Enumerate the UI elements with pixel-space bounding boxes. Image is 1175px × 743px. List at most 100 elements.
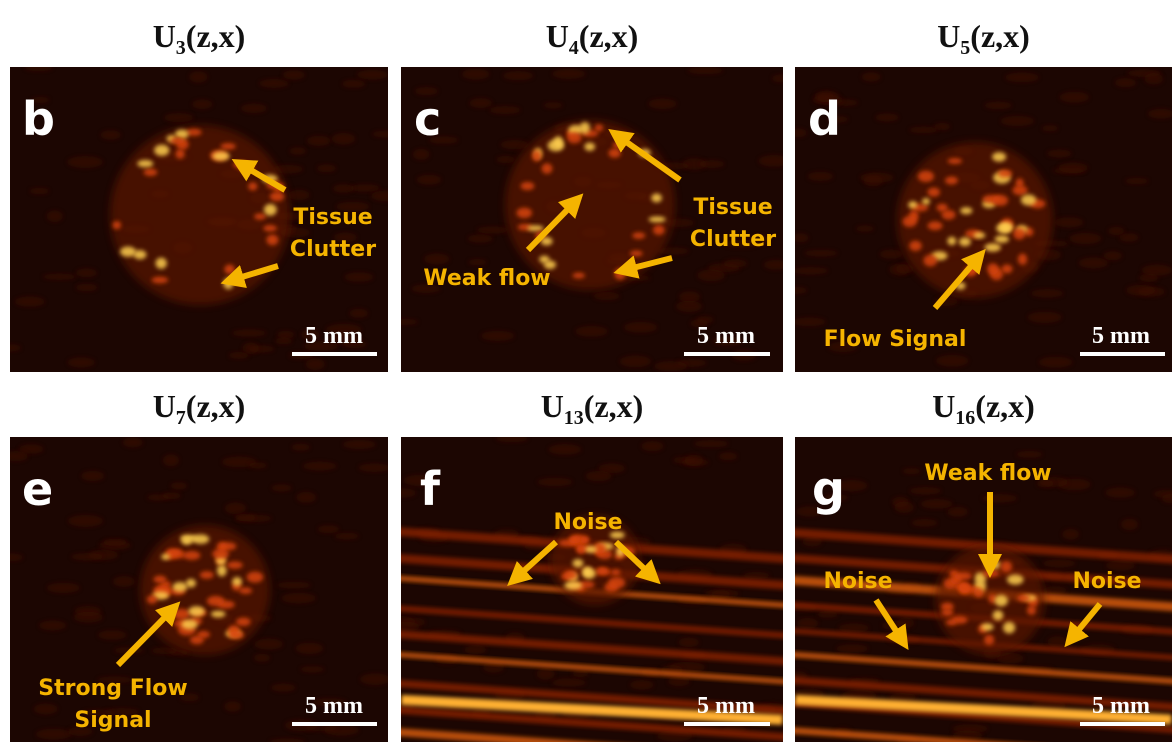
panel-title: U13(z,x) [541, 388, 644, 429]
speckle [903, 468, 921, 474]
speckle [296, 643, 324, 654]
blob [229, 631, 244, 639]
blob [564, 570, 577, 580]
blob [266, 235, 278, 246]
title-args: (z,x) [970, 18, 1030, 54]
speckle [424, 254, 449, 265]
panel-letter: b [22, 92, 55, 146]
speckle [1001, 116, 1035, 126]
speckle [797, 618, 818, 629]
speckle [74, 612, 103, 623]
speckle [225, 503, 246, 515]
blob [212, 549, 229, 559]
speckle [71, 553, 104, 560]
blob [200, 571, 214, 579]
blob [190, 636, 204, 645]
speckle [723, 259, 747, 267]
blob [181, 537, 192, 545]
speckle [860, 173, 893, 183]
speckle [537, 668, 555, 680]
speckle [783, 287, 807, 294]
blob [585, 546, 597, 553]
blob [584, 143, 595, 151]
speckle [333, 184, 354, 192]
speckle [292, 444, 310, 451]
speckle [350, 184, 380, 192]
blob [608, 577, 625, 589]
blob [151, 277, 168, 284]
speckle [630, 680, 654, 689]
blob [137, 160, 153, 167]
speckle [68, 515, 103, 527]
speckle [685, 455, 703, 466]
speckle [909, 487, 941, 494]
title-base: U [937, 18, 960, 54]
blob [597, 567, 608, 574]
speckle [793, 267, 829, 274]
speckle [620, 356, 651, 368]
speckle [392, 488, 415, 497]
speckle [224, 701, 241, 711]
blob [173, 609, 190, 620]
blob [232, 577, 242, 586]
speckle [275, 338, 292, 345]
speckle [1043, 586, 1067, 594]
blob [183, 551, 200, 560]
blob [211, 611, 226, 618]
speckle [15, 297, 45, 307]
speckle [572, 670, 588, 677]
blob [532, 150, 542, 161]
blob [542, 163, 553, 174]
blob [1018, 254, 1027, 265]
speckle [759, 155, 790, 167]
speckle [113, 576, 135, 587]
blob [156, 258, 167, 269]
speckle [235, 514, 256, 521]
speckle [641, 441, 663, 451]
speckle [392, 622, 420, 632]
panel-title: U7(z,x) [153, 388, 246, 429]
blob [954, 572, 972, 580]
speckle [497, 156, 515, 163]
speckle [804, 250, 837, 257]
speckle [838, 623, 869, 632]
speckle [817, 611, 838, 618]
panel-letter: c [414, 92, 441, 146]
speckle [25, 64, 53, 71]
speckle [462, 69, 490, 80]
speckle [307, 136, 330, 146]
blob [1001, 561, 1013, 572]
title-args: (z,x) [186, 18, 246, 54]
speckle [1115, 78, 1136, 87]
speckle [417, 175, 442, 185]
blob [236, 617, 251, 626]
blob [595, 124, 604, 131]
blob [270, 192, 285, 201]
blob [192, 534, 209, 544]
speckle [1062, 529, 1079, 540]
annotation: Flow Signal [824, 327, 967, 352]
speckle [711, 590, 730, 599]
speckle [164, 113, 193, 122]
blob [572, 273, 585, 279]
speckle [371, 191, 400, 202]
blob [983, 570, 999, 577]
speckle [586, 471, 612, 481]
annotation: Noise [553, 510, 622, 535]
speckle [229, 352, 249, 359]
speckle [1028, 312, 1062, 323]
speckle [808, 172, 833, 181]
blob [984, 634, 994, 645]
speckle [862, 72, 881, 81]
speckle [1048, 636, 1068, 647]
speckle [687, 67, 723, 74]
blob [923, 255, 937, 267]
speckle [259, 79, 289, 88]
speckle [290, 147, 306, 154]
speckle [101, 130, 121, 139]
blob [1003, 622, 1015, 634]
speckle [1060, 92, 1089, 103]
speckle [894, 502, 913, 513]
blob [1017, 595, 1030, 602]
speckle [1039, 357, 1073, 368]
